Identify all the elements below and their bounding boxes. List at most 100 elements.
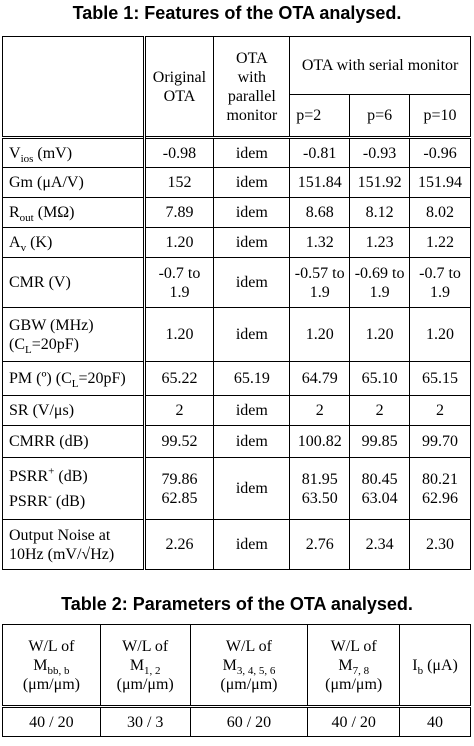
row-sr: SR (V/μs) 2 idem 2 2 2 [2, 395, 471, 426]
row-label: PSRR+ (dB) PSRR- (dB) [2, 457, 145, 520]
cell: 2 [289, 395, 351, 426]
header-parallel-monitor: OTA with parallel monitor [213, 36, 291, 138]
header-corner-cell [2, 36, 145, 138]
cell: idem [213, 457, 291, 520]
cell: -0.57 to 1.9 [289, 257, 351, 308]
cell: 40 / 20 [307, 705, 401, 737]
cell: 79.86 62.85 [142, 457, 215, 520]
header-original-ota: Original OTA [142, 36, 215, 138]
features-table: Original OTA OTA with parallel monitor OTA w… [2, 36, 471, 570]
row-label: SR (V/μs) [2, 395, 145, 426]
header-wl-m78: W/L of M7, 8 (μm/μm) [307, 624, 401, 707]
header-p6: p=6 [349, 94, 411, 138]
cell: 1.20 [289, 307, 351, 362]
cell: 2.34 [349, 519, 411, 570]
cell: 1.32 [289, 227, 351, 258]
cell: -0.7 to 1.9 [409, 257, 471, 308]
row-vios: Vios (mV) -0.98 idem -0.81 -0.93 -0.96 [2, 136, 471, 168]
cell: idem [213, 257, 291, 308]
cell: 80.45 63.04 [349, 457, 411, 520]
row-label: GBW (MHz) (CL=20pF) [2, 307, 145, 362]
cell: idem [213, 395, 291, 426]
row-cmrr: CMRR (dB) 99.52 idem 100.82 99.85 99.70 [2, 425, 471, 458]
cell: 80.21 62.96 [409, 457, 471, 520]
cell: 1.20 [409, 307, 471, 362]
cell: 7.89 [142, 197, 215, 228]
cell: 2.30 [409, 519, 471, 570]
cell: -0.98 [142, 136, 215, 168]
cell: 99.85 [349, 425, 411, 458]
row-label: Vios (mV) [2, 136, 145, 168]
cell: idem [213, 136, 291, 168]
row-output-noise: Output Noise at 10Hz (mV/√Hz) 2.26 idem 2… [2, 519, 471, 570]
table1-caption: Table 1: Features of the OTA analysed. [72, 3, 402, 23]
row-gm: Gm (μA/V) 152 idem 151.84 151.92 151.94 [2, 167, 471, 198]
cell: idem [213, 197, 291, 228]
table2-header-row: W/L of Mbb, b (μm/μm) W/L of M1, 2 (μm/μm) W… [2, 624, 471, 707]
row-av: Av (K) 1.20 idem 1.32 1.23 1.22 [2, 227, 471, 258]
cell: 60 / 20 [189, 705, 309, 737]
cell: 151.94 [409, 167, 471, 198]
table1-header-row: Original OTA OTA with parallel monitor OTA w… [2, 36, 471, 138]
row-cmr: CMR (V) -0.7 to 1.9 idem -0.57 to 1.9 -0… [2, 257, 471, 308]
cell: 151.92 [349, 167, 411, 198]
header-wl-m3456: W/L of M3, 4, 5, 6 (μm/μm) [189, 624, 309, 707]
cell: 1.20 [349, 307, 411, 362]
header-wl-mbb: W/L of Mbb, b (μm/μm) [2, 624, 101, 707]
cell: 1.20 [142, 227, 215, 258]
row-label: PM (º) (CL=20pF) [2, 361, 145, 396]
cell: 2.26 [142, 519, 215, 570]
cell: idem [213, 519, 291, 570]
cell: 65.19 [213, 361, 291, 396]
cell: idem [213, 425, 291, 458]
cell: 65.15 [409, 361, 471, 396]
cell: -0.69 to 1.9 [349, 257, 411, 308]
cell: idem [213, 167, 291, 198]
row-rout: Rout (MΩ) 7.89 idem 8.68 8.12 8.02 [2, 197, 471, 228]
row-label: Gm (μA/V) [2, 167, 145, 198]
header-ib: Ib (μA) [399, 624, 471, 707]
header-wl-m12: W/L of M1, 2 (μm/μm) [99, 624, 191, 707]
cell: 2.76 [289, 519, 351, 570]
cell: 64.79 [289, 361, 351, 396]
row-label: Output Noise at 10Hz (mV/√Hz) [2, 519, 145, 570]
header-p10: p=10 [409, 94, 471, 138]
cell: 1.20 [142, 307, 215, 362]
cell: -0.93 [349, 136, 411, 168]
row-label: CMR (V) [2, 257, 145, 308]
parameters-table: W/L of Mbb, b (μm/μm) W/L of M1, 2 (μm/μm) W… [2, 624, 471, 737]
cell: -0.7 to 1.9 [142, 257, 215, 308]
cell: -0.81 [289, 136, 351, 168]
row-label: CMRR (dB) [2, 425, 145, 458]
cell: -0.96 [409, 136, 471, 168]
table2-caption: Table 2: Parameters of the OTA analysed. [61, 594, 413, 614]
cell: idem [213, 307, 291, 362]
cell: 40 [399, 705, 471, 737]
row-gbw: GBW (MHz) (CL=20pF) 1.20 idem 1.20 1.20 1… [2, 307, 471, 362]
cell: 65.22 [142, 361, 215, 396]
cell: 151.84 [289, 167, 351, 198]
cell: 152 [142, 167, 215, 198]
cell: 8.12 [349, 197, 411, 228]
header-serial-monitor: OTA with serial monitor [289, 36, 471, 95]
cell: 1.22 [409, 227, 471, 258]
cell: 40 / 20 [2, 705, 101, 737]
cell: 30 / 3 [99, 705, 191, 737]
cell: 2 [409, 395, 471, 426]
cell: 8.02 [409, 197, 471, 228]
row-label: Av (K) [2, 227, 145, 258]
cell: 81.95 63.50 [289, 457, 351, 520]
cell: 2 [142, 395, 215, 426]
cell: idem [213, 227, 291, 258]
cell: 8.68 [289, 197, 351, 228]
header-p2: p=2 [289, 94, 351, 138]
cell: 65.10 [349, 361, 411, 396]
row-label: Rout (MΩ) [2, 197, 145, 228]
cell: 100.82 [289, 425, 351, 458]
row-pm: PM (º) (CL=20pF) 65.22 65.19 64.79 65.10… [2, 361, 471, 396]
cell: 1.23 [349, 227, 411, 258]
cell: 2 [349, 395, 411, 426]
row-psrr: PSRR+ (dB) PSRR- (dB) 79.86 62.85 idem 81… [2, 457, 471, 520]
cell: 99.70 [409, 425, 471, 458]
table2-value-row: 40 / 20 30 / 3 60 / 20 40 / 20 40 [2, 705, 471, 737]
